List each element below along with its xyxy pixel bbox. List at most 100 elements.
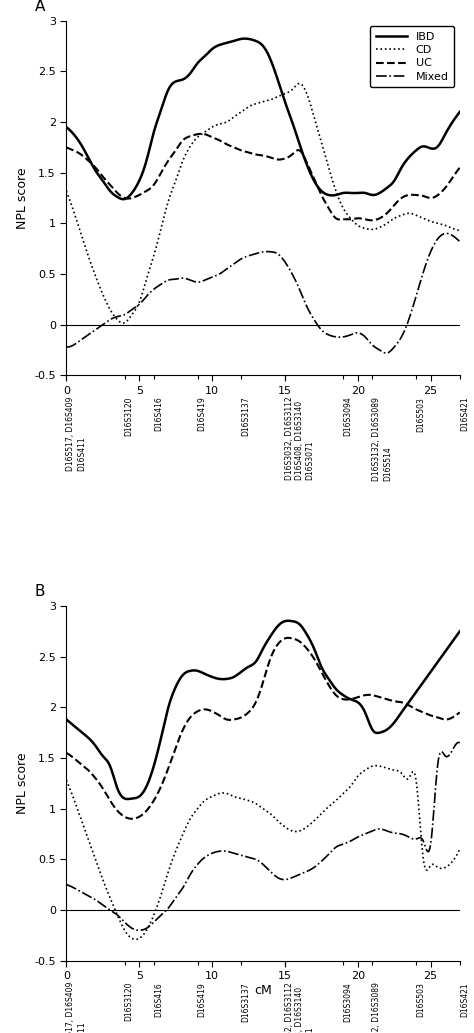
Text: D16S517, D16S409
D16S411: D16S517, D16S409 D16S411 [66,397,86,471]
Y-axis label: NPL score: NPL score [16,167,29,229]
Mixed [383,347,389,359]
IBD [285,615,291,627]
Text: D16S3132, D16S3089
D16S514: D16S3132, D16S3089 D16S514 [373,982,392,1033]
CD [373,759,378,772]
Text: D16S416: D16S416 [154,982,163,1016]
Text: D16S517, D16S409
D16S411: D16S517, D16S409 D16S411 [66,982,86,1033]
UC [285,631,291,644]
Text: D16S3132, D16S3089
D16S514: D16S3132, D16S3089 D16S514 [373,397,392,480]
Text: D16S421: D16S421 [460,982,469,1016]
IBD [299,621,305,633]
IBD [125,793,131,806]
CD [133,933,138,945]
UC [299,146,304,158]
UC [388,204,393,216]
Legend: IBD, CD, UC, Mixed: IBD, CD, UC, Mixed [370,26,454,88]
Mixed [254,853,259,866]
Mixed [448,746,454,758]
Mixed [298,285,303,298]
IBD [457,625,463,637]
Text: D16S503: D16S503 [416,982,425,1016]
IBD [120,193,126,206]
UC [457,161,463,174]
Mixed [387,825,392,838]
Mixed [64,341,69,353]
Mixed [253,248,258,260]
UC [129,813,135,825]
CD [299,824,304,837]
CD [120,317,126,330]
Mixed [64,878,69,890]
Text: D16S3032, D16S3112
D16S408, D16S3140
D16S3071: D16S3032, D16S3112 D16S408, D16S3140 D16… [285,982,315,1033]
UC [277,635,283,648]
X-axis label: cM: cM [254,983,272,997]
Mixed [449,229,455,242]
IBD [449,636,455,649]
CD [64,185,69,197]
CD [277,90,283,102]
CD [254,97,259,109]
IBD [64,121,69,133]
IBD [242,32,247,44]
Text: D16S3120: D16S3120 [125,982,134,1022]
Mixed [251,852,257,865]
Text: D16S3094: D16S3094 [343,982,352,1022]
IBD [252,34,258,46]
IBD [388,721,393,733]
Mixed [456,737,462,749]
UC [198,127,204,139]
IBD [388,179,393,191]
UC [254,695,259,708]
IBD [457,105,463,118]
IBD [278,83,283,95]
Mixed [277,873,283,885]
Y-axis label: NPL score: NPL score [16,752,29,814]
UC [251,148,257,160]
Mixed [444,227,449,240]
Text: D16S419: D16S419 [198,397,207,432]
UC [64,747,69,759]
Text: A: A [35,0,45,13]
Mixed [299,868,304,880]
Text: D16S421: D16S421 [460,397,469,432]
Text: D16S416: D16S416 [154,397,163,432]
Mixed [457,236,463,248]
CD [64,774,69,786]
Line: CD: CD [66,765,460,939]
Line: Mixed: Mixed [66,233,460,353]
Text: D16S3137: D16S3137 [241,982,250,1022]
UC [449,173,455,185]
UC [254,149,259,161]
UC [64,142,69,154]
CD [457,843,463,855]
Text: D16S3120: D16S3120 [125,397,134,436]
CD [457,224,463,237]
Text: D16S419: D16S419 [198,982,207,1016]
Line: UC: UC [66,133,460,220]
CD [251,796,257,809]
Line: Mixed: Mixed [66,743,460,931]
IBD [449,117,455,129]
Mixed [276,249,282,261]
Mixed [387,346,392,358]
CD [277,817,283,829]
Text: D16S3094: D16S3094 [343,397,352,436]
CD [251,98,257,111]
IBD [254,655,259,667]
CD [297,77,302,90]
IBD [299,146,305,158]
Mixed [136,925,142,937]
Text: B: B [35,584,46,599]
CD [388,763,393,776]
Mixed [250,248,256,260]
CD [449,856,455,869]
CD [254,797,259,810]
UC [299,637,305,650]
Text: D16S3032, D16S3112
D16S408, D16S3140
D16S3071: D16S3032, D16S3112 D16S408, D16S3140 D16… [285,397,315,480]
Line: IBD: IBD [66,621,460,800]
Line: UC: UC [66,637,460,819]
Line: CD: CD [66,84,460,323]
CD [449,222,455,234]
UC [388,694,393,707]
UC [449,712,455,724]
